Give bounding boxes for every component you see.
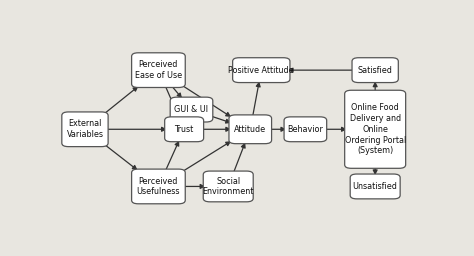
FancyBboxPatch shape (203, 171, 253, 202)
FancyBboxPatch shape (233, 58, 290, 83)
Text: Online Food
Delivery and
Online
Ordering Portal
(System): Online Food Delivery and Online Ordering… (345, 103, 406, 155)
FancyBboxPatch shape (170, 97, 213, 122)
FancyBboxPatch shape (132, 169, 185, 204)
Text: External
Variables: External Variables (66, 119, 103, 139)
Text: Attitude: Attitude (234, 125, 266, 134)
FancyBboxPatch shape (350, 174, 400, 199)
Text: Social
Environment: Social Environment (202, 177, 254, 196)
Text: GUI & UI: GUI & UI (174, 105, 209, 114)
Text: Positive Attitude: Positive Attitude (228, 66, 294, 75)
FancyBboxPatch shape (62, 112, 108, 147)
FancyBboxPatch shape (132, 53, 185, 88)
Text: Satisfied: Satisfied (358, 66, 392, 75)
FancyBboxPatch shape (229, 115, 272, 144)
FancyBboxPatch shape (352, 58, 398, 83)
FancyBboxPatch shape (164, 117, 204, 142)
Text: Trust: Trust (174, 125, 194, 134)
FancyBboxPatch shape (284, 117, 327, 142)
Text: Perceived
Usefulness: Perceived Usefulness (137, 177, 180, 196)
Text: Unsatisfied: Unsatisfied (353, 182, 398, 191)
FancyBboxPatch shape (345, 90, 406, 168)
Text: Behavior: Behavior (287, 125, 323, 134)
Text: Perceived
Ease of Use: Perceived Ease of Use (135, 60, 182, 80)
